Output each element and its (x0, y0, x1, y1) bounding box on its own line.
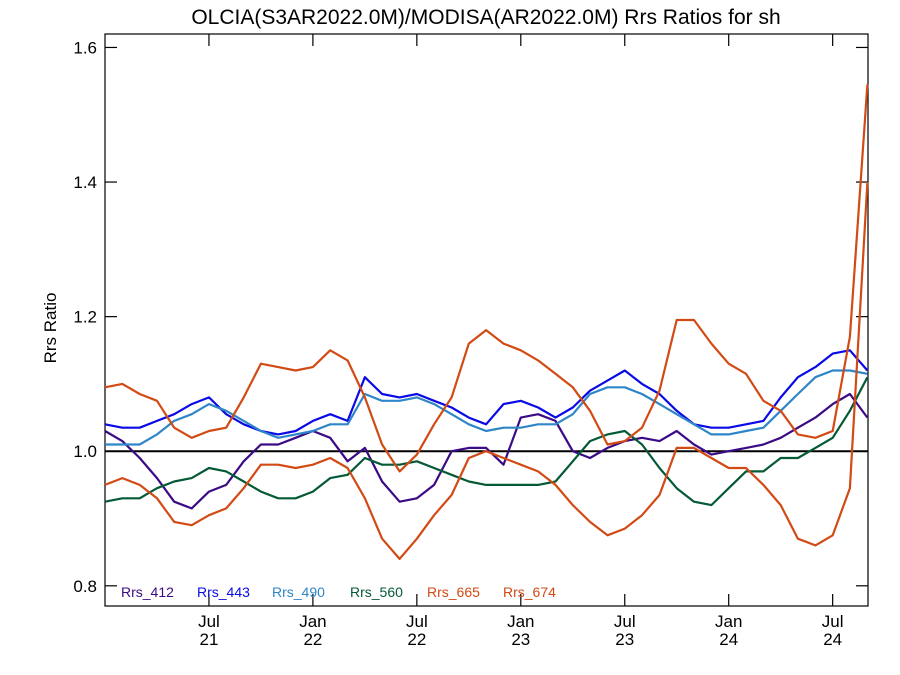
x-tick-month-label: Jan (507, 612, 534, 631)
y-axis-label: Rrs Ratio (41, 293, 60, 364)
y-tick-label: 0.8 (73, 577, 97, 596)
x-tick-month-label: Jul (614, 612, 636, 631)
chart-title: OLCIA(S3AR2022.0M)/MODISA(AR2022.0M) Rrs… (191, 6, 780, 29)
x-tick-year-label: 22 (303, 630, 322, 649)
plot-frame (104, 33, 869, 607)
legend-entry-rrs-490: Rrs_490 (272, 584, 325, 600)
series-lines (104, 84, 869, 561)
plot-border (104, 33, 869, 607)
legend-entry-rrs-560: Rrs_560 (350, 584, 403, 600)
x-tick-month-label: Jan (299, 612, 326, 631)
y-tick-label: 1.6 (73, 38, 97, 57)
series-line-rrs-443 (104, 349, 869, 436)
x-tick-year-label: 23 (615, 630, 634, 649)
y-axis-ticks: 0.8 1.0 1.2 1.4 1.6 (73, 38, 868, 596)
x-tick-month-label: Jul (822, 612, 844, 631)
x-tick-year-label: 24 (823, 630, 842, 649)
x-tick-month-label: Jan (715, 612, 742, 631)
x-tick-month-label: Jul (406, 612, 428, 631)
y-tick-label: 1.4 (73, 173, 97, 192)
legend: Rrs_412 Rrs_443 Rrs_490 Rrs_560 Rrs_665 Rrs_6… (121, 584, 556, 600)
series-line-rrs-674 (104, 181, 869, 561)
x-tick-year-label: 22 (407, 630, 426, 649)
x-tick-year-label: 21 (199, 630, 218, 649)
series-line-rrs-560 (104, 376, 869, 507)
legend-entry-rrs-443: Rrs_443 (197, 584, 250, 600)
series-line-rrs-665 (104, 84, 869, 473)
series-line-rrs-412 (104, 392, 869, 510)
legend-entry-rrs-674: Rrs_674 (503, 584, 556, 600)
series-line-rrs-490 (105, 369, 868, 446)
x-tick-year-label: 23 (511, 630, 530, 649)
y-tick-label: 1.0 (73, 442, 97, 461)
x-tick-year-label: 24 (719, 630, 738, 649)
legend-entry-rrs-412: Rrs_412 (121, 584, 174, 600)
x-tick-month-label: Jul (198, 612, 220, 631)
y-tick-label: 1.2 (73, 308, 97, 327)
legend-entry-rrs-665: Rrs_665 (427, 584, 480, 600)
